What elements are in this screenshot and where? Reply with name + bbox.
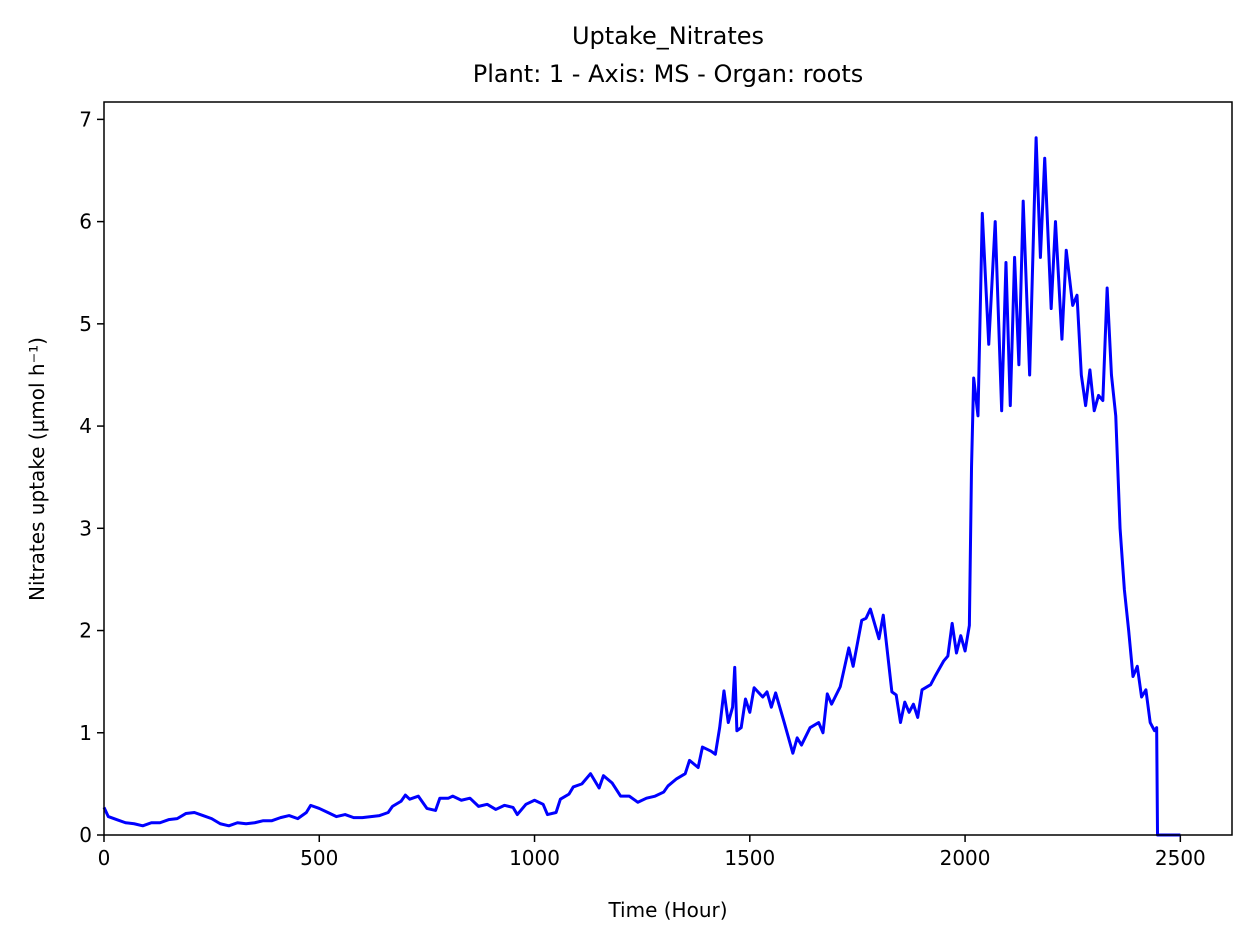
x-tick-label: 0: [98, 846, 111, 870]
y-axis-label: Nitrates uptake (µmol h⁻¹): [25, 337, 49, 601]
x-tick-label: 500: [300, 846, 338, 870]
x-tick-label: 1000: [509, 846, 560, 870]
y-tick-label: 3: [79, 516, 92, 540]
x-axis-label: Time (Hour): [607, 898, 727, 922]
y-tick-label: 2: [79, 619, 92, 643]
chart-title: Uptake_Nitrates: [572, 22, 764, 50]
x-tick-label: 2500: [1155, 846, 1206, 870]
chart-subtitle: Plant: 1 - Axis: MS - Organ: roots: [473, 60, 864, 88]
x-tick-label: 2000: [940, 846, 991, 870]
y-tick-label: 6: [79, 210, 92, 234]
y-tick-label: 0: [79, 823, 92, 847]
y-tick-label: 1: [79, 721, 92, 745]
plot-frame: [103, 101, 1233, 836]
data-line: [102, 136, 1181, 837]
y-tick-label: 4: [79, 414, 92, 438]
x-tick-label: 1500: [724, 846, 775, 870]
y-tick-label: 7: [79, 107, 92, 131]
y-tick-label: 5: [79, 312, 92, 336]
